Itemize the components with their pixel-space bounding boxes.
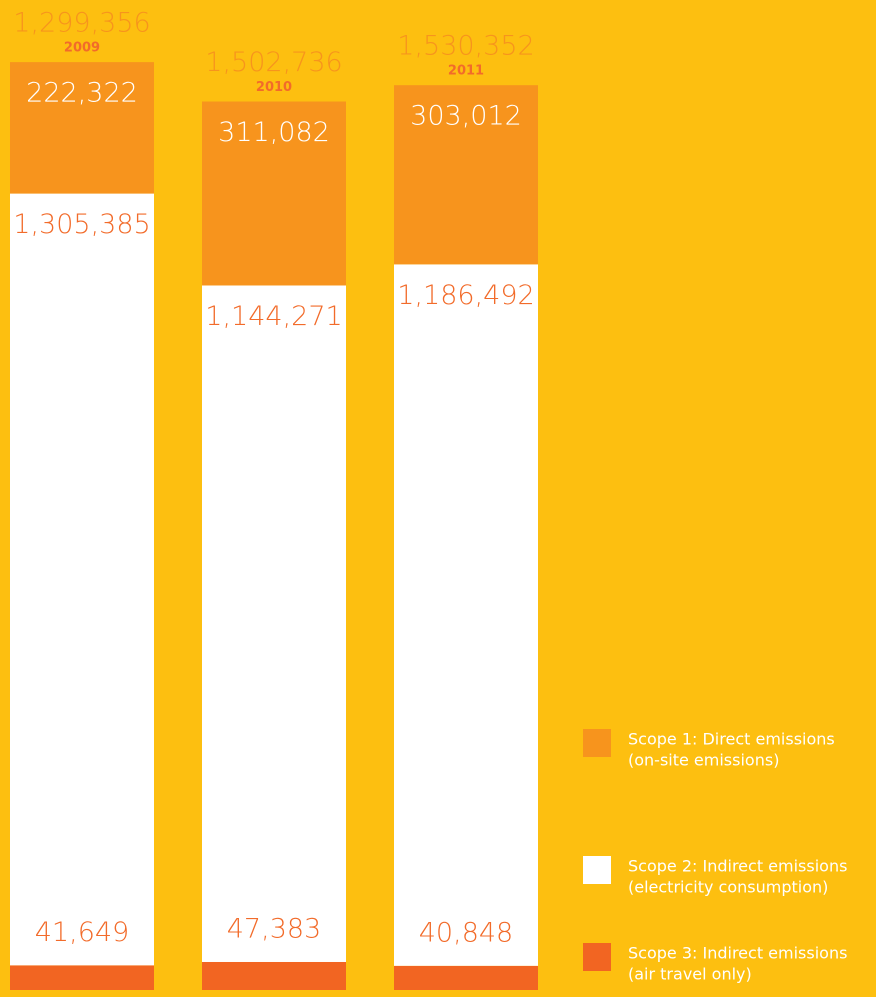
value-label: 1,305,385 [13, 209, 150, 240]
year-label: 2010 [256, 80, 292, 95]
bar-segment [202, 101, 346, 286]
value-label: 1,144,271 [205, 301, 342, 332]
total-label: 1,530,352 [397, 31, 534, 62]
legend-detail: (electricity consumption) [628, 878, 828, 897]
legend-swatch [583, 943, 611, 971]
bar-segment [394, 85, 538, 265]
bar-segment [10, 965, 154, 990]
value-label: 47,383 [227, 913, 321, 944]
total-label: 1,299,356 [13, 8, 150, 39]
total-label: 1,502,736 [205, 47, 342, 78]
bar-segment [202, 285, 346, 962]
legend-detail: (air travel only) [628, 965, 752, 984]
bar-segment [394, 965, 538, 990]
bar-segment [394, 264, 538, 966]
legend-label: Scope 2: Indirect emissions [628, 857, 847, 876]
value-label: 40,848 [419, 917, 513, 948]
legend-swatch [583, 856, 611, 884]
value-label: 41,649 [35, 917, 129, 948]
bar-segment [10, 193, 154, 966]
bar-segment [202, 961, 346, 990]
legend-detail: (on-site emissions) [628, 751, 779, 770]
value-label: 1,186,492 [397, 280, 534, 311]
legend-label: Scope 3: Indirect emissions [628, 944, 847, 963]
bar-segment [10, 62, 154, 194]
value-label: 303,012 [410, 101, 522, 132]
legend-label: Scope 1: Direct emissions [628, 730, 835, 749]
year-label: 2011 [448, 64, 484, 79]
year-label: 2009 [64, 41, 100, 56]
value-label: 222,322 [26, 78, 138, 109]
value-label: 311,082 [218, 117, 330, 148]
legend-swatch [583, 729, 611, 757]
